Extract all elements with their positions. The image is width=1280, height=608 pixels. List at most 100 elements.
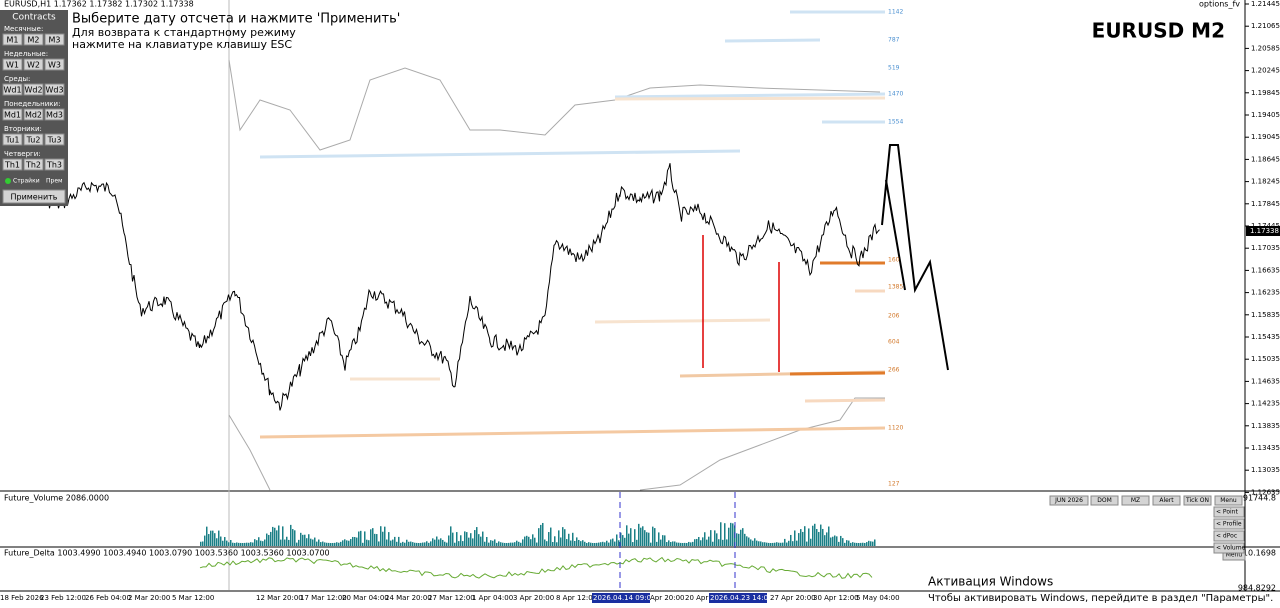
volume-bar bbox=[658, 532, 660, 546]
volume-bar bbox=[274, 527, 276, 546]
contract-button[interactable]: W3 bbox=[44, 58, 65, 71]
contract-button[interactable]: Tu1 bbox=[2, 133, 23, 146]
volume-bar bbox=[606, 540, 608, 546]
contract-button[interactable]: Th2 bbox=[23, 158, 44, 171]
volume-bar bbox=[600, 542, 602, 546]
strikes-indicator[interactable] bbox=[5, 178, 11, 184]
volume-bar bbox=[728, 527, 730, 546]
volume-bar bbox=[718, 539, 720, 546]
contract-button[interactable]: Wd2 bbox=[23, 83, 44, 96]
volume-bar bbox=[716, 533, 718, 546]
strike-label: 127 bbox=[888, 481, 900, 488]
time-label: Apr 20:00 bbox=[650, 594, 685, 602]
contract-button[interactable]: Tu3 bbox=[44, 133, 65, 146]
volume-bar bbox=[332, 542, 334, 546]
side-button[interactable]: < Profile bbox=[1213, 518, 1245, 530]
volume-bar bbox=[622, 535, 624, 546]
contract-button[interactable]: M3 bbox=[44, 33, 65, 46]
volume-bar bbox=[666, 542, 668, 546]
volume-bar bbox=[252, 542, 254, 546]
volume-bar bbox=[860, 542, 862, 546]
side-button[interactable]: < Volume bbox=[1213, 542, 1246, 554]
volume-bar bbox=[568, 533, 570, 546]
button-label: Md3 bbox=[46, 111, 63, 120]
volume-bar bbox=[866, 542, 868, 546]
volume-bar bbox=[268, 534, 270, 546]
contract-button[interactable]: M2 bbox=[23, 33, 44, 46]
contract-button[interactable]: Tu2 bbox=[23, 133, 44, 146]
volume-bar bbox=[766, 542, 768, 546]
volume-bar bbox=[586, 542, 588, 546]
button-label: < Volume bbox=[1216, 545, 1246, 552]
volume-bar bbox=[642, 526, 644, 546]
time-label: 18 Feb 2026 bbox=[0, 594, 44, 602]
toolbar-button[interactable]: JUN 2026 bbox=[1049, 495, 1089, 506]
volume-bar bbox=[374, 533, 376, 546]
button-frame bbox=[2, 58, 23, 71]
volume-label: Future_Volume 2086.0000 bbox=[4, 494, 109, 503]
side-button[interactable]: < dPoc bbox=[1213, 530, 1245, 542]
contract-button[interactable]: Md2 bbox=[23, 108, 44, 121]
contract-button[interactable]: Md3 bbox=[44, 108, 65, 121]
apply-button[interactable]: Применить bbox=[2, 189, 66, 204]
contract-button[interactable]: M1 bbox=[2, 33, 23, 46]
volume-bar bbox=[572, 532, 574, 546]
volume-bar bbox=[796, 540, 798, 546]
side-button[interactable]: < Point bbox=[1213, 506, 1245, 518]
button-label: Tick ON bbox=[1185, 497, 1209, 504]
contract-button[interactable]: Wd1 bbox=[2, 83, 23, 96]
volume-bar bbox=[758, 541, 760, 546]
volume-bar bbox=[326, 542, 328, 546]
toolbar-button[interactable]: MZ bbox=[1121, 495, 1150, 506]
price-label: 1.19045 bbox=[1251, 133, 1280, 141]
time-label: 2026.04.23 14:00 bbox=[710, 594, 772, 602]
volume-bar bbox=[694, 539, 696, 546]
volume-bar bbox=[820, 524, 822, 546]
contract-button[interactable]: Wd3 bbox=[44, 83, 65, 96]
volume-bar bbox=[794, 530, 796, 546]
button-frame bbox=[1121, 495, 1150, 506]
volume-bar bbox=[220, 536, 222, 546]
button-label: Применить bbox=[10, 193, 57, 202]
toolbar-button[interactable]: DOM bbox=[1090, 495, 1119, 506]
volume-bar bbox=[426, 541, 428, 546]
delta-max: 1010.1698 bbox=[1233, 549, 1276, 558]
volume-bar bbox=[546, 541, 548, 546]
volume-bar bbox=[282, 526, 284, 546]
volume-bar bbox=[370, 529, 372, 546]
contract-button[interactable]: Th3 bbox=[44, 158, 65, 171]
toolbar-button[interactable]: Tick ON bbox=[1183, 495, 1212, 506]
button-frame bbox=[1213, 506, 1245, 518]
contract-button[interactable]: W2 bbox=[23, 58, 44, 71]
volume-bar bbox=[848, 540, 850, 546]
button-frame bbox=[23, 83, 44, 96]
instruction: Для возврата к стандартному режиму bbox=[72, 26, 296, 39]
volume-bar bbox=[788, 540, 790, 546]
contract-button[interactable]: Md1 bbox=[2, 108, 23, 121]
volume-bar bbox=[754, 538, 756, 546]
volume-bar bbox=[810, 538, 812, 546]
toolbar-button[interactable]: Alert bbox=[1152, 495, 1181, 506]
delta-label: Future_Delta 1003.4990 1003.4940 1003.07… bbox=[4, 549, 330, 558]
volume-bar bbox=[414, 542, 416, 546]
button-label: Wd3 bbox=[45, 86, 63, 95]
volume-bar bbox=[284, 539, 286, 546]
button-frame bbox=[1213, 542, 1245, 554]
price-label: 1.18645 bbox=[1251, 155, 1280, 163]
toolbar-button[interactable]: Menu bbox=[1214, 495, 1243, 506]
button-label: Wd2 bbox=[24, 86, 42, 95]
volume-bar bbox=[874, 539, 876, 546]
volume-bar bbox=[502, 542, 504, 546]
price-label: 1.21065 bbox=[1251, 22, 1280, 30]
contract-button[interactable]: W1 bbox=[2, 58, 23, 71]
button-label: DOM bbox=[1097, 497, 1112, 504]
volume-bar bbox=[498, 541, 500, 546]
contract-button[interactable]: Th1 bbox=[2, 158, 23, 171]
delta-min: 984.8292 bbox=[1238, 584, 1276, 593]
volume-bar bbox=[246, 542, 248, 546]
volume-bar bbox=[214, 533, 216, 546]
volume-bar bbox=[668, 540, 670, 546]
button-label: < dPoc bbox=[1216, 533, 1237, 540]
volume-bar bbox=[814, 523, 816, 546]
volume-bar bbox=[636, 539, 638, 546]
